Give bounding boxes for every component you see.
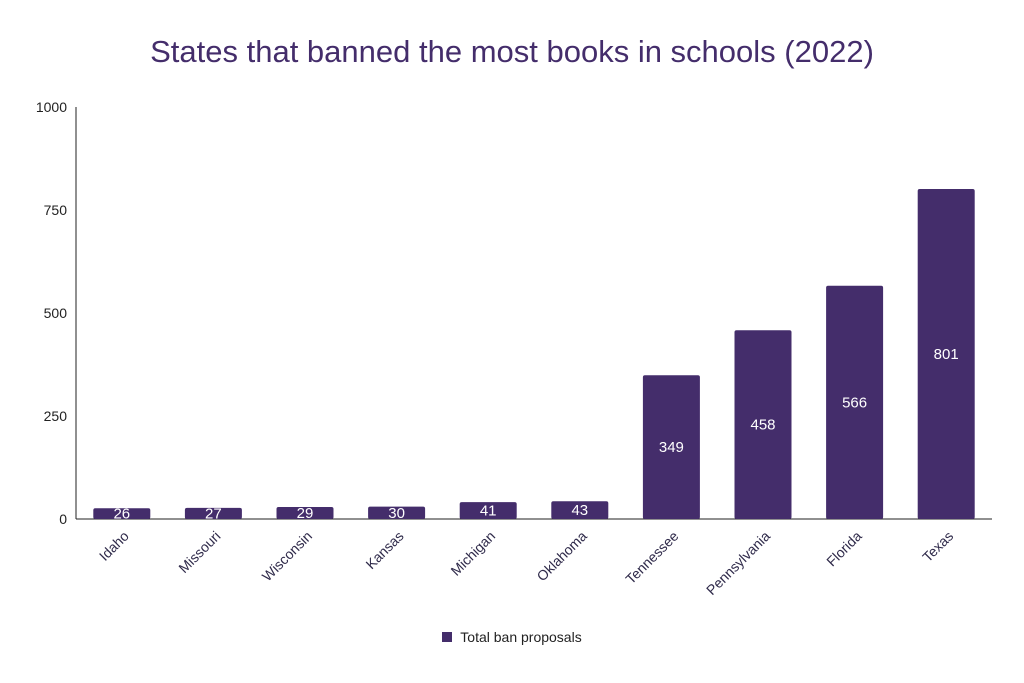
data-label: 349 [659,439,684,456]
y-tick-label: 500 [44,305,68,321]
bar-wisconsin [276,507,334,519]
x-tick-label: Oklahoma [533,528,590,585]
data-label: 26 [113,506,130,523]
x-tick-label: Pennsylvania [703,528,773,598]
data-label: 566 [842,394,867,411]
y-tick-label: 750 [44,202,68,218]
bar-missouri [184,507,242,519]
x-tick-label: Florida [823,528,865,570]
bar-idaho [93,508,151,519]
x-tick-label: Kansas [362,528,406,572]
chart-title: States that banned the most books in sch… [150,34,874,69]
data-label: 27 [205,505,222,522]
bar-michigan [459,502,517,519]
data-label: 43 [571,502,588,519]
y-tick-label: 250 [44,408,68,424]
legend: Total ban proposals [0,629,1024,645]
bar-pennsylvania [734,330,792,519]
bar-texas [917,188,975,519]
x-tick-label: Wisconsin [259,528,315,584]
data-label: 41 [480,503,497,520]
x-tick-label: Missouri [175,528,223,576]
x-tick-label: Michigan [447,528,498,579]
bar-florida [826,285,884,519]
legend-label: Total ban proposals [460,629,582,645]
data-label: 30 [388,505,405,522]
bar-tennessee [642,375,700,519]
data-label: 29 [297,505,314,522]
legend-swatch [442,632,453,642]
x-tick-label: Tennessee [622,528,681,587]
bar-oklahoma [551,501,609,519]
bar-kansas [368,506,426,519]
y-tick-label: 1000 [36,99,67,115]
y-tick-label: 0 [59,511,67,527]
data-label: 458 [750,417,775,434]
data-label: 801 [934,346,959,363]
x-tick-label: Idaho [96,528,132,564]
x-tick-label: Texas [919,528,956,565]
